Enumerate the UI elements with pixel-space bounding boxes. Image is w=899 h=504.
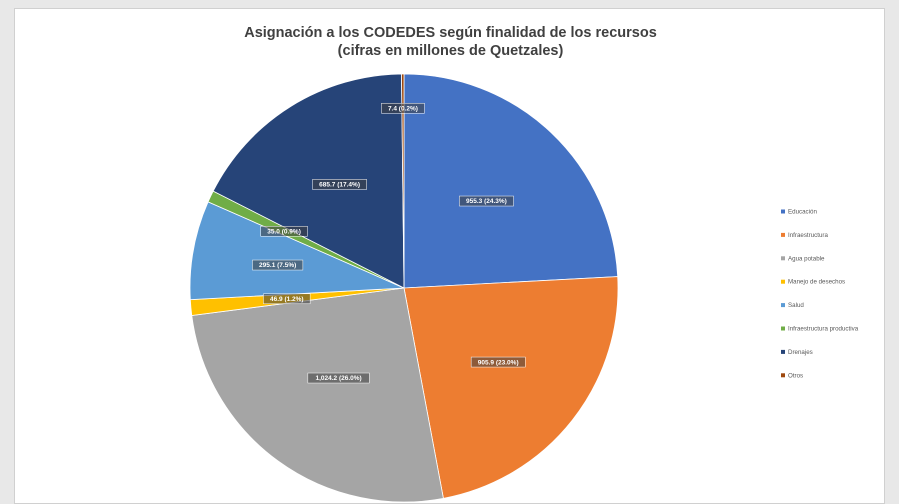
chart-title: Asignación a los CODEDES según finalidad… — [244, 25, 657, 41]
legend-swatch — [781, 303, 785, 308]
legend-swatch — [781, 209, 785, 214]
legend-swatch — [781, 349, 785, 354]
chart-subtitle: (cifras en millones de Quetzales) — [337, 43, 564, 59]
pie-slice — [401, 73, 405, 289]
data-label-text: 295.1 (7.5%) — [259, 262, 296, 269]
data-label-box — [381, 102, 425, 114]
legend-label: Salud — [788, 302, 804, 309]
legend-swatch — [781, 232, 785, 237]
legend-item: Salud — [781, 302, 804, 309]
legend-item: Drenajes — [781, 349, 813, 356]
legend-label: Otros — [788, 372, 803, 379]
data-label: 46.9 (1.2%) — [263, 293, 311, 305]
data-label: 685.7 (17.4%) — [312, 179, 367, 190]
data-label-box — [307, 372, 370, 384]
legend-swatch — [781, 256, 785, 261]
data-label-box — [459, 195, 514, 207]
legend-swatch — [781, 326, 785, 331]
data-label: 1,024.2 (26.0%) — [307, 372, 370, 384]
legend-item: Educación — [781, 209, 817, 216]
legend-swatch — [781, 279, 785, 284]
data-label-box — [263, 293, 311, 305]
legend-label: Drenajes — [788, 349, 813, 356]
legend-item: Manejo de desechos — [781, 279, 845, 286]
data-label-text: 905.9 (23.0%) — [478, 359, 519, 366]
legend-item: Infraestructura productiva — [781, 326, 859, 333]
data-label: 7.4 (0.2%) — [381, 102, 425, 114]
data-label-text: 685.7 (17.4%) — [319, 182, 360, 189]
pie-slice — [212, 73, 405, 289]
legend-label: Agua potable — [788, 255, 825, 262]
data-label-text: 955.3 (24.3%) — [466, 198, 507, 205]
legend-label: Manejo de desechos — [788, 279, 845, 286]
legend-item: Agua potable — [781, 255, 825, 262]
data-label-text: 46.9 (1.2%) — [270, 296, 304, 303]
pie-slice — [403, 73, 619, 289]
data-label: 35.0 (0.9%) — [260, 225, 308, 237]
legend-item: Infraestructura — [781, 232, 828, 239]
legend-item: Otros — [781, 372, 803, 379]
data-label-box — [312, 179, 367, 190]
data-label-box — [260, 225, 308, 237]
data-label-text: 35.0 (0.9%) — [267, 228, 301, 235]
legend-label: Infraestructura — [788, 232, 828, 239]
data-label: 905.9 (23.0%) — [470, 356, 526, 368]
pie-slice — [403, 276, 619, 499]
legend-label: Educación — [788, 209, 817, 216]
data-label-box — [252, 259, 304, 271]
data-label: 955.3 (24.3%) — [459, 195, 514, 207]
legend-swatch — [781, 373, 785, 378]
pie-slice — [191, 287, 444, 503]
pie-slice — [189, 201, 405, 301]
legend-label: Infraestructura productiva — [788, 326, 859, 333]
data-label-text: 1,024.2 (26.0%) — [315, 375, 361, 382]
pie-chart: 955.3 (24.3%) 905.9 (23.0%) 1,024.2 (26.0%… — [189, 73, 859, 503]
chart-area: Asignación a los CODEDES según finalidad… — [14, 8, 885, 504]
data-label-text: 7.4 (0.2%) — [388, 105, 418, 112]
data-label-box — [470, 356, 526, 368]
data-label: 295.1 (7.5%) — [252, 259, 304, 271]
